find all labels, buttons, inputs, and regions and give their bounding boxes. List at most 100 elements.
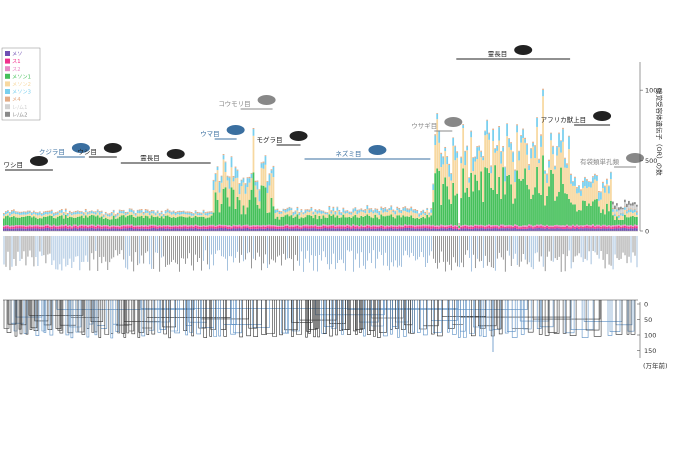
bar-segment: [286, 225, 289, 229]
bar-segment: [588, 225, 590, 227]
bar-segment: [456, 157, 459, 194]
bar-segment: [498, 127, 500, 141]
bar-segment: [262, 226, 265, 229]
bar-segment: [174, 215, 177, 218]
bar-segment: [536, 224, 538, 226]
bar-segment: [588, 181, 590, 187]
bar-segment: [468, 177, 471, 183]
bar-segment: [602, 228, 604, 231]
bar-segment: [174, 228, 177, 231]
bar-segment: [582, 225, 584, 227]
bar-segment: [606, 179, 608, 184]
bar-segment: [462, 228, 465, 231]
bar-segment: [146, 225, 149, 227]
bar-segment: [10, 227, 13, 229]
bar-segment: [374, 214, 377, 226]
bar-segment: [524, 225, 526, 227]
bar-segment: [386, 215, 389, 226]
bar-segment: [456, 228, 459, 231]
bar-segment: [118, 209, 121, 211]
bar-segment: [106, 228, 109, 231]
bar-segment: [200, 226, 203, 229]
bar-segment: [184, 211, 187, 213]
tree-branch: [91, 300, 95, 333]
bar-segment: [20, 228, 23, 231]
bar-segment: [624, 209, 626, 215]
bar-segment: [292, 228, 295, 231]
bar-segment: [628, 217, 630, 226]
bar-segment: [366, 205, 369, 210]
bar-segment: [162, 226, 165, 229]
bar-segment: [390, 205, 393, 207]
bar-segment: [272, 177, 275, 207]
bar-segment: [380, 225, 383, 229]
bar-segment: [144, 226, 147, 229]
bar-segment: [494, 224, 496, 227]
bar-segment: [78, 212, 81, 214]
bar-segment: [546, 174, 548, 183]
bar-segment: [504, 167, 506, 182]
bar-segment: [430, 215, 433, 226]
bar-segment: [630, 216, 632, 225]
bar-segment: [458, 223, 461, 225]
cow-icon: [103, 143, 122, 153]
bar-segment: [518, 150, 520, 152]
bar-segment: [184, 217, 187, 225]
bar-segment: [72, 212, 75, 215]
bar-segment: [626, 203, 628, 208]
bar-segment: [5, 211, 7, 212]
bar-segment: [608, 193, 610, 212]
tree-branch: [19, 300, 23, 335]
bar-segment: [140, 225, 143, 227]
bar-segment: [192, 225, 195, 227]
tree-branch: [323, 300, 327, 334]
bar-segment: [620, 212, 622, 214]
bar-segment: [258, 201, 261, 209]
bar-segment: [166, 208, 169, 210]
bar-segment: [30, 226, 33, 229]
bar-segment: [196, 217, 199, 226]
bar-segment: [74, 210, 77, 213]
tree-branch: [335, 300, 338, 336]
bar-segment: [558, 133, 560, 148]
bar-segment: [70, 225, 73, 228]
bar-segment: [430, 228, 433, 231]
bar-segment: [390, 224, 393, 227]
bar-segment: [552, 225, 554, 227]
bar-segment: [42, 226, 45, 229]
bar-segment: [270, 170, 273, 174]
bar-segment: [166, 228, 169, 231]
legend-label: レ/ム2: [12, 111, 27, 118]
bar-segment: [214, 226, 217, 229]
bar-segment: [304, 209, 307, 211]
bar-segment: [372, 213, 375, 219]
bar-segment: [106, 213, 109, 215]
bar-segment: [406, 208, 409, 210]
bar-segment: [400, 225, 403, 227]
bar-segment: [132, 228, 135, 231]
bar-segment: [592, 224, 594, 226]
bar-segment: [478, 226, 480, 229]
bar-segment: [600, 228, 602, 231]
bar-segment: [364, 209, 367, 211]
bar-segment: [422, 213, 425, 217]
bar-segment: [174, 217, 177, 226]
bar-segment: [534, 228, 536, 231]
bar-segment: [288, 210, 291, 217]
bar-segment: [222, 188, 225, 225]
bar-segment: [584, 226, 586, 229]
bar-segment: [376, 217, 379, 226]
bar-segment: [618, 228, 620, 231]
bar-segment: [332, 211, 335, 215]
bar-segment: [312, 228, 315, 231]
bar-segment: [60, 212, 63, 216]
bar-segment: [430, 226, 433, 229]
bar-segment: [116, 214, 119, 216]
bar-segment: [474, 156, 477, 158]
bar-segment: [36, 215, 39, 219]
bar-segment: [48, 225, 51, 227]
bar-segment: [558, 191, 560, 226]
bar-segment: [5, 228, 7, 231]
bar-segment: [12, 228, 15, 231]
bar-segment: [426, 224, 429, 227]
